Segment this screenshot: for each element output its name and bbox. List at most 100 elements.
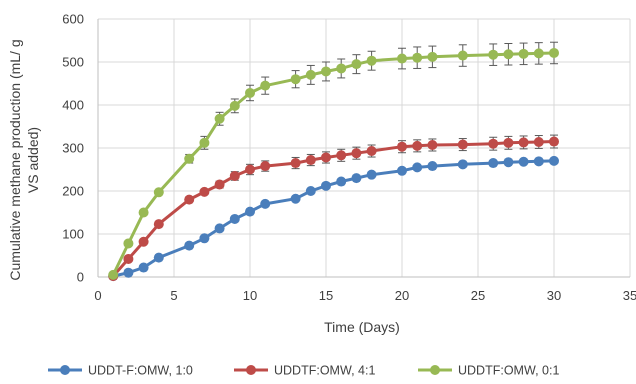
series-group [108,41,559,282]
data-point [199,137,210,148]
legend-swatch-marker [60,365,70,375]
data-point [397,141,407,152]
data-point [260,80,271,91]
y-axis-title: Cumulative methane production (mL/ g VS … [7,39,41,280]
y-tick-label: 300 [62,141,84,156]
data-point [457,159,468,170]
y-axis-title-line-1: Cumulative methane production (mL/ g [7,39,23,280]
data-point [305,155,316,166]
data-point [138,236,149,247]
data-point [184,153,195,164]
data-point [153,219,164,230]
data-point [503,49,514,60]
data-point [336,63,347,74]
data-point [214,179,225,190]
data-point [123,253,134,264]
legend-item: UDDTF:OMW, 0:1 [418,364,559,378]
x-tick-label: 5 [170,288,177,303]
data-point [533,136,544,147]
legend: UDDT-F:OMW, 1:0 UDDTF:OMW, 4:1 UDDTF:OMW, … [48,364,559,378]
data-point [457,139,468,150]
series-3 [108,41,559,280]
data-point [488,138,499,149]
data-point [290,158,301,169]
x-tick-label: 20 [395,288,409,303]
legend-label: UDDTF:OMW, 0:1 [458,364,559,378]
data-point [321,152,331,163]
data-point [199,233,210,244]
data-point [123,238,134,249]
data-point [351,59,362,70]
data-point [108,269,119,280]
data-point [245,206,255,217]
data-point [503,137,514,148]
data-point [184,194,195,205]
y-tick-label: 600 [62,12,84,27]
data-point [351,148,362,159]
axes: 0 100 200 300 400 500 600 0 5 10 15 20 25 30 35 [62,12,636,304]
data-point [366,55,377,66]
data-point [336,150,347,161]
data-point [214,113,225,124]
y-tick-label: 0 [77,270,84,285]
data-point [533,156,544,167]
data-point [321,66,331,77]
data-point [290,74,301,85]
data-point [488,49,499,60]
data-point [245,87,255,98]
data-point [305,69,316,80]
data-point [549,155,559,166]
data-point [412,140,423,151]
data-point [260,161,271,172]
data-point [503,157,514,168]
x-tick-label: 25 [471,288,485,303]
data-point [518,48,529,59]
y-tick-label: 500 [62,55,84,70]
x-axis-title: Time (Days) [324,319,400,335]
legend-label: UDDT-F:OMW, 1:0 [88,364,193,378]
data-point [153,187,164,198]
data-point [533,48,544,59]
y-tick-label: 400 [62,98,84,113]
legend-label: UDDTF:OMW, 4:1 [274,364,375,378]
data-point [199,186,210,197]
data-point [351,173,362,184]
data-point [397,165,407,176]
data-point [518,156,529,167]
series-line [112,140,555,278]
legend-swatch-marker [246,365,256,375]
data-point [290,193,301,204]
data-point [229,213,240,224]
data-point [229,170,240,181]
data-point [412,52,423,63]
x-tick-label: 10 [243,288,257,303]
data-point [549,136,559,147]
legend-item: UDDT-F:OMW, 1:0 [48,364,193,378]
y-tick-label: 100 [62,227,84,242]
data-point [138,262,149,273]
data-point [366,169,377,180]
y-axis-title-line-2: VS added) [25,127,41,193]
series-2 [108,134,559,282]
data-point [427,161,438,172]
data-point [488,158,499,169]
x-tick-label: 0 [94,288,101,303]
data-point [397,53,407,64]
series-line [112,159,555,278]
data-point [321,180,331,191]
legend-item: UDDTF:OMW, 4:1 [234,364,375,378]
data-point [245,164,255,175]
y-tick-label: 200 [62,184,84,199]
data-point [214,223,225,234]
data-point [229,100,240,111]
x-tick-label: 30 [547,288,561,303]
legend-swatch-marker [430,365,440,375]
data-point [305,186,316,196]
data-point [518,137,529,148]
data-point [138,207,149,218]
data-point [549,47,559,58]
data-point [412,162,423,173]
x-tick-label: 35 [623,288,636,303]
